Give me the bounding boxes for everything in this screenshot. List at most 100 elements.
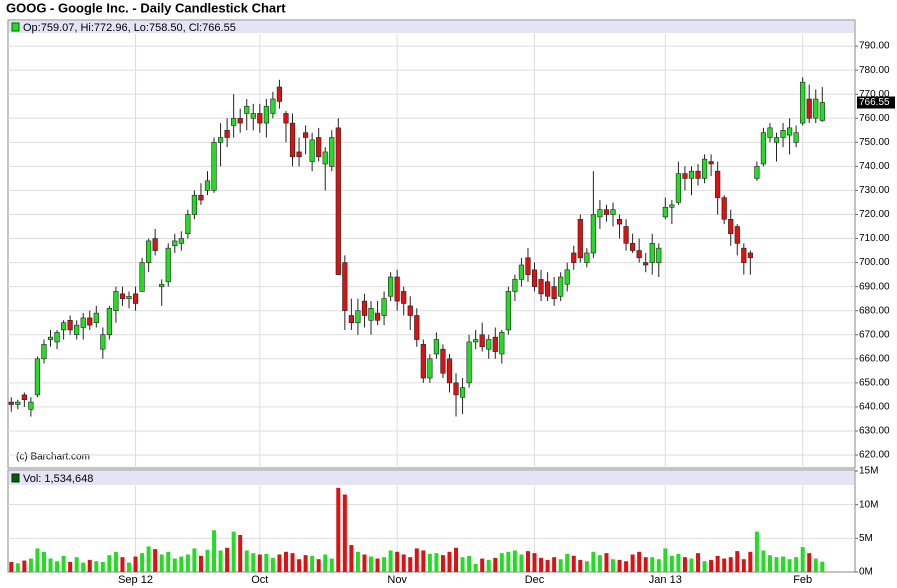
candle-body — [643, 262, 649, 266]
volume-bar — [434, 553, 439, 572]
candle-body — [172, 240, 178, 247]
candle-body — [231, 117, 237, 126]
candle-body — [335, 127, 341, 275]
volume-bar — [473, 563, 478, 572]
volume-bar — [630, 554, 635, 572]
candle-body — [342, 262, 348, 311]
candle-body — [675, 173, 682, 203]
candle-body — [610, 209, 616, 215]
volume-bar — [48, 558, 53, 572]
candle-body — [479, 334, 485, 348]
candle-body — [270, 98, 276, 114]
candle-body — [499, 332, 505, 355]
volume-bar — [722, 558, 727, 572]
candle-body — [388, 276, 394, 297]
volume-bar — [74, 557, 79, 572]
volume-bar — [172, 558, 177, 572]
candle-body — [459, 387, 466, 398]
price-legend: Op:759.07, Hi:772.96, Lo:758.50, Cl:766.… — [23, 22, 236, 34]
candle-body — [577, 218, 583, 259]
candle-body — [204, 180, 211, 191]
volume-bar — [9, 561, 14, 572]
volume-bar — [81, 562, 86, 572]
candle-body — [361, 300, 368, 316]
volume-bar — [218, 550, 223, 572]
candle-body — [257, 113, 263, 124]
candle-body — [603, 209, 610, 215]
candle-body — [760, 132, 767, 165]
last-price-label: 766.55 — [859, 97, 890, 108]
volume-legend: Vol: 1,534,648 — [23, 473, 93, 485]
volume-bar — [656, 559, 661, 572]
candle-body — [662, 206, 668, 218]
volume-bar — [741, 559, 746, 572]
y-tick-label: 0M — [859, 567, 873, 578]
volume-bar — [715, 555, 720, 572]
candle-body — [813, 98, 819, 119]
volume-bar — [682, 557, 687, 572]
y-tick-label: 690.00 — [859, 281, 890, 292]
candle-body — [80, 317, 86, 328]
candle-body — [800, 81, 806, 124]
volume-bar — [767, 555, 772, 572]
candle-body — [381, 298, 387, 316]
y-tick-label: 620.00 — [859, 450, 890, 461]
candle-body — [486, 339, 492, 350]
candle-body — [440, 348, 446, 374]
candle-body — [355, 310, 361, 324]
volume-bar — [61, 555, 66, 572]
volume-bar — [198, 555, 203, 572]
volume-bar — [310, 555, 315, 572]
candle-body — [74, 324, 80, 336]
candle-body — [446, 358, 453, 384]
volume-bar — [68, 561, 73, 572]
candle-body — [139, 262, 145, 292]
candle-body — [505, 291, 511, 331]
volume-bar — [244, 550, 249, 572]
candle-body — [538, 279, 544, 295]
candle-body — [571, 252, 577, 263]
y-tick-label: 770.00 — [859, 89, 890, 100]
volume-bar — [650, 557, 655, 572]
volume-bar — [355, 551, 360, 572]
volume-bar — [133, 556, 138, 572]
candle-body — [100, 334, 106, 350]
volume-bar — [624, 561, 629, 572]
x-tick-label: Dec — [525, 574, 545, 586]
volume-bar — [323, 554, 328, 572]
y-tick-label: 5M — [859, 533, 873, 544]
y-tick-label: 720.00 — [859, 209, 890, 220]
volume-bar — [349, 545, 354, 572]
candle-body — [715, 170, 721, 198]
candle-body — [250, 113, 256, 119]
x-tick-label: Nov — [387, 574, 407, 586]
candle-body — [767, 127, 773, 138]
candle-body — [682, 173, 688, 179]
candle-body — [741, 247, 747, 263]
candle-body — [60, 322, 67, 331]
volume-bar — [257, 554, 262, 572]
volume-bar — [421, 550, 426, 572]
candle-body — [630, 243, 636, 251]
volume-bar — [329, 558, 334, 572]
y-tick-label: 630.00 — [859, 426, 890, 437]
volume-bar — [401, 554, 406, 572]
volume-bar — [408, 557, 413, 572]
volume-bar — [617, 559, 622, 572]
candle-body — [525, 257, 531, 275]
candle-body — [296, 151, 302, 158]
volume-bar — [486, 559, 491, 572]
volume-bar — [113, 551, 118, 572]
volume-bar — [696, 553, 701, 572]
candle-body — [119, 293, 126, 299]
candle-body — [132, 293, 139, 304]
volume-bar — [225, 547, 230, 572]
volume-bar — [22, 560, 27, 572]
volume-bar — [512, 550, 517, 572]
volume-bar — [264, 553, 269, 572]
candle-body — [47, 336, 54, 340]
candle-body — [734, 226, 740, 244]
candle-body — [126, 295, 132, 299]
candle-body — [263, 105, 269, 124]
volume-bar — [107, 555, 112, 572]
